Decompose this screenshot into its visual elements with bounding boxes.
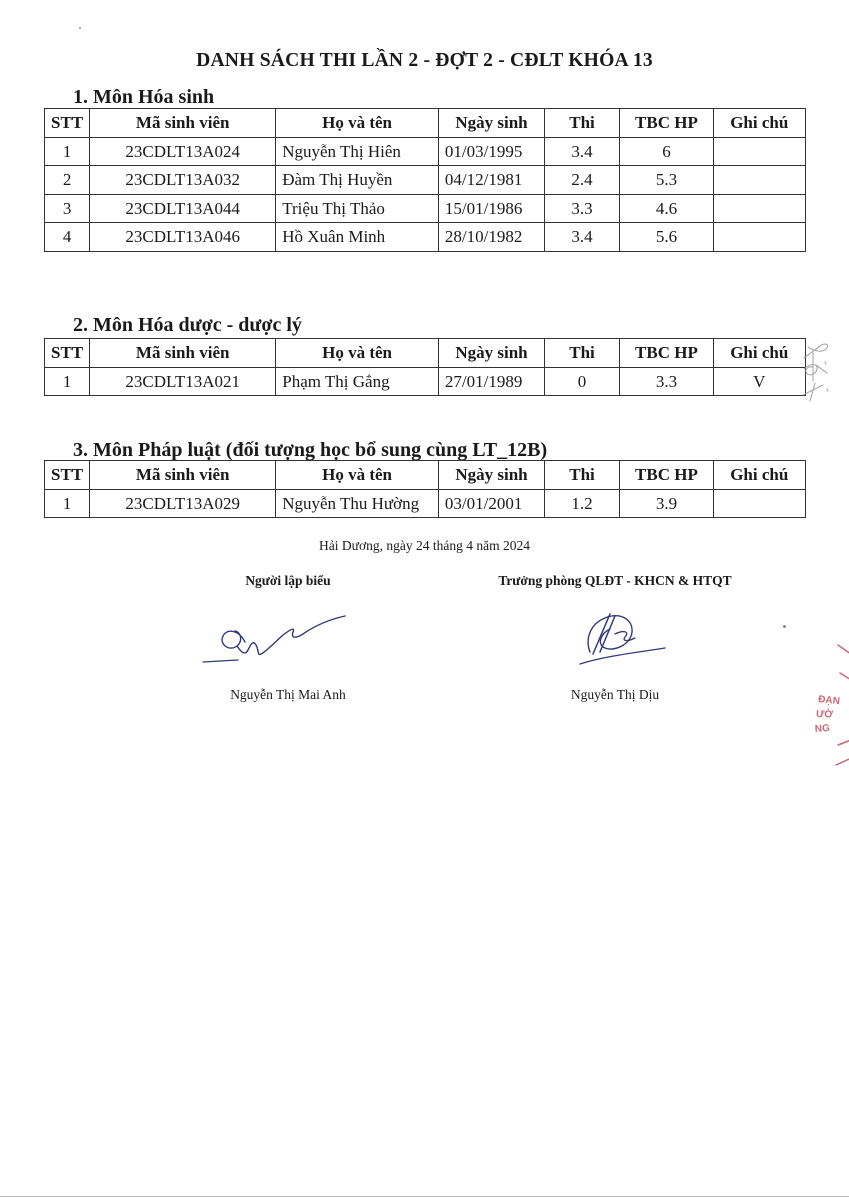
svg-text:NG: NG: [814, 723, 830, 735]
svg-text:ƯỜ: ƯỜ: [816, 707, 834, 721]
svg-text:ĐẠN: ĐẠN: [818, 694, 841, 707]
